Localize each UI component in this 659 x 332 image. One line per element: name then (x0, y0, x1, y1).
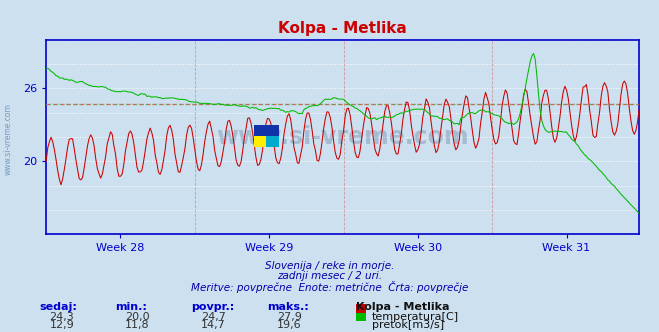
Title: Kolpa - Metlika: Kolpa - Metlika (278, 21, 407, 36)
Text: temperatura[C]: temperatura[C] (372, 312, 459, 322)
Text: maks.:: maks.: (267, 302, 308, 312)
Text: 27,9: 27,9 (277, 312, 302, 322)
Text: 24,3: 24,3 (49, 312, 74, 322)
Text: 24,7: 24,7 (201, 312, 226, 322)
Text: min.:: min.: (115, 302, 147, 312)
Text: Slovenija / reke in morje.: Slovenija / reke in morje. (265, 261, 394, 271)
Text: sedaj:: sedaj: (40, 302, 77, 312)
Text: Kolpa - Metlika: Kolpa - Metlika (356, 302, 449, 312)
Bar (254, 136, 266, 147)
Text: zadnji mesec / 2 uri.: zadnji mesec / 2 uri. (277, 271, 382, 281)
Text: pretok[m3/s]: pretok[m3/s] (372, 320, 444, 330)
Bar (266, 136, 279, 147)
Text: 14,7: 14,7 (201, 320, 226, 330)
Text: www.si-vreme.com: www.si-vreme.com (216, 125, 469, 149)
Text: www.si-vreme.com: www.si-vreme.com (3, 104, 13, 175)
Text: Meritve: povprečne  Enote: metrične  Črta: povprečje: Meritve: povprečne Enote: metrične Črta:… (191, 281, 468, 292)
Text: 20,0: 20,0 (125, 312, 150, 322)
Text: 19,6: 19,6 (277, 320, 301, 330)
Text: povpr.:: povpr.: (191, 302, 235, 312)
Text: 12,9: 12,9 (49, 320, 74, 330)
Text: 11,8: 11,8 (125, 320, 150, 330)
Bar (254, 125, 279, 136)
